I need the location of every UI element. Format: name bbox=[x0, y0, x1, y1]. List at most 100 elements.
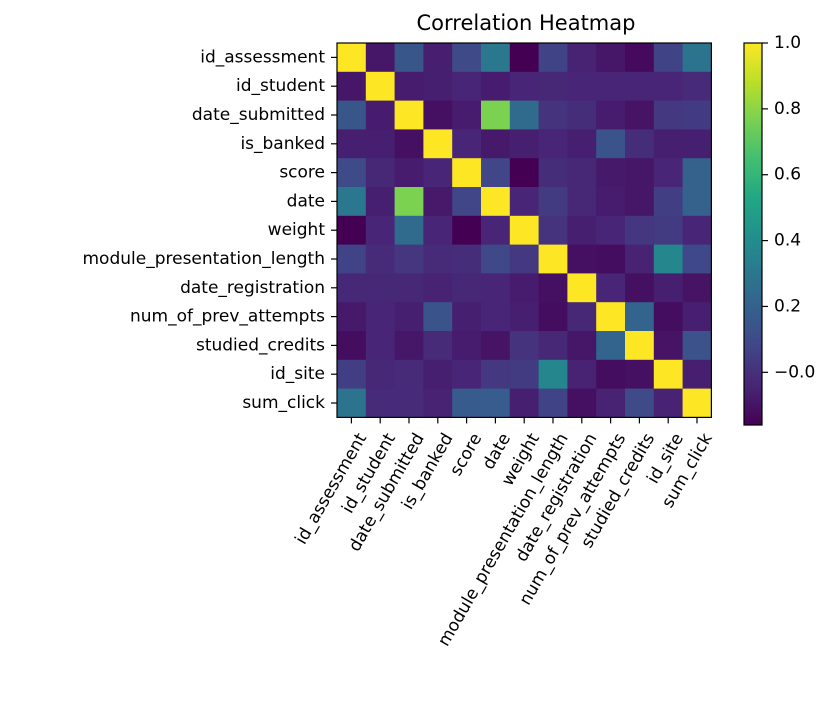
heatmap-cell-module_presentation_length-id_assessment bbox=[337, 244, 367, 274]
heatmap-cell-id_student-id_site bbox=[653, 71, 684, 102]
heatmap-cell-is_banked-date bbox=[481, 129, 511, 159]
heatmap-cell-num_of_prev_attempts-is_banked bbox=[423, 302, 453, 332]
heatmap-cell-date_registration-weight bbox=[509, 273, 540, 303]
heatmap-cell-module_presentation_length-module_presentation_length bbox=[538, 244, 568, 274]
heatmap-cell-weight-module_presentation_length bbox=[538, 215, 568, 246]
heatmap-cell-is_banked-date_submitted bbox=[394, 129, 424, 159]
y-tick-labels: id_assessment id_student date_submitted is_… bbox=[83, 47, 326, 413]
heatmap-cell-id_assessment-module_presentation_length bbox=[538, 43, 568, 73]
heatmap-cell-date-module_presentation_length bbox=[538, 187, 568, 217]
heatmap-cell-date_submitted-score bbox=[452, 100, 482, 130]
heatmap-cell-is_banked-weight bbox=[509, 129, 540, 159]
colorbar-tick-label: 0.4 bbox=[774, 231, 801, 251]
heatmap-cell-module_presentation_length-id_student bbox=[365, 244, 396, 274]
plot-frame bbox=[336, 42, 712, 418]
heatmap-cell-id_assessment-id_site bbox=[653, 43, 684, 73]
heatmap-cell-date_submitted-id_assessment bbox=[337, 100, 367, 130]
heatmap-cell-is_banked-id_assessment bbox=[337, 129, 367, 159]
heatmap-cell-score-date bbox=[481, 158, 511, 188]
heatmap-cell-studied_credits-id_site bbox=[653, 331, 684, 361]
heatmap-cell-id_site-date_submitted bbox=[394, 359, 424, 390]
heatmap-cell-num_of_prev_attempts-id_assessment bbox=[337, 302, 367, 332]
y-tick-label-date_registration: date_registration bbox=[180, 278, 325, 298]
heatmap-cell-id_assessment-studied_credits bbox=[625, 43, 655, 73]
heatmap-cell-date_registration-module_presentation_length bbox=[538, 273, 568, 303]
heatmap-cell-is_banked-is_banked bbox=[423, 129, 453, 159]
heatmap-cell-score-studied_credits bbox=[625, 158, 655, 188]
heatmap-cell-num_of_prev_attempts-score bbox=[452, 302, 482, 332]
heatmap-cell-date_submitted-studied_credits bbox=[625, 100, 655, 130]
heatmap-cell-id_student-date_registration bbox=[567, 71, 597, 102]
heatmap-cell-module_presentation_length-date_registration bbox=[567, 244, 597, 274]
heatmap-cell-score-sum_click bbox=[682, 158, 712, 188]
heatmap-cell-is_banked-date_registration bbox=[567, 129, 597, 159]
heatmap-cell-module_presentation_length-date bbox=[481, 244, 511, 274]
heatmap-cell-date_registration-date_submitted bbox=[394, 273, 424, 303]
heatmap-cell-score-num_of_prev_attempts bbox=[596, 158, 626, 188]
heatmap-cell-date_submitted-date_registration bbox=[567, 100, 597, 130]
heatmap-cell-weight-id_assessment bbox=[337, 215, 367, 246]
heatmap-cell-date-num_of_prev_attempts bbox=[596, 187, 626, 217]
y-tick-label-sum_click: sum_click bbox=[242, 393, 325, 413]
heatmap-cell-id_site-id_assessment bbox=[337, 359, 367, 390]
heatmap-cell-id_site-id_student bbox=[365, 359, 396, 390]
heatmap-cell-date_registration-num_of_prev_attempts bbox=[596, 273, 626, 303]
heatmap-cell-date_submitted-num_of_prev_attempts bbox=[596, 100, 626, 130]
heatmap-cell-date_registration-id_student bbox=[365, 273, 396, 303]
heatmap-cell-studied_credits-weight bbox=[509, 331, 540, 361]
heatmap-cell-studied_credits-date bbox=[481, 331, 511, 361]
heatmap-cell-sum_click-date bbox=[481, 388, 511, 418]
heatmap-cell-id_assessment-is_banked bbox=[423, 43, 453, 73]
heatmap-cell-sum_click-id_student bbox=[365, 388, 396, 418]
heatmap-cell-studied_credits-id_student bbox=[365, 331, 396, 361]
heatmap-cell-sum_click-date_registration bbox=[567, 388, 597, 418]
colorbar-tick-label: 0.6 bbox=[774, 165, 801, 185]
heatmap-cell-weight-date_submitted bbox=[394, 215, 424, 246]
heatmap-cell-num_of_prev_attempts-date bbox=[481, 302, 511, 332]
heatmap-cell-id_student-studied_credits bbox=[625, 71, 655, 102]
y-tick-label-score: score bbox=[279, 163, 325, 183]
heatmap-cell-weight-date_registration bbox=[567, 215, 597, 246]
heatmap-cell-id_assessment-date_registration bbox=[567, 43, 597, 73]
heatmap-cell-is_banked-id_site bbox=[653, 129, 684, 159]
heatmap-cell-num_of_prev_attempts-studied_credits bbox=[625, 302, 655, 332]
heatmap-cell-date_registration-sum_click bbox=[682, 273, 712, 303]
heatmap-cell-id_assessment-score bbox=[452, 43, 482, 73]
colorbar bbox=[743, 42, 763, 426]
heatmap-cell-date-score bbox=[452, 187, 482, 217]
heatmap-cell-module_presentation_length-is_banked bbox=[423, 244, 453, 274]
heatmap-cell-module_presentation_length-num_of_prev_attempts bbox=[596, 244, 626, 274]
heatmap-cell-studied_credits-module_presentation_length bbox=[538, 331, 568, 361]
heatmap-cell-num_of_prev_attempts-num_of_prev_attempts bbox=[596, 302, 626, 332]
heatmap-cell-date-id_assessment bbox=[337, 187, 367, 217]
heatmap-cell-id_student-date bbox=[481, 71, 511, 102]
heatmap-cell-sum_click-score bbox=[452, 388, 482, 418]
heatmap-cell-score-id_site bbox=[653, 158, 684, 188]
heatmap-cell-id_site-is_banked bbox=[423, 359, 453, 390]
heatmap-cell-weight-is_banked bbox=[423, 215, 453, 246]
heatmap-cell-id_site-studied_credits bbox=[625, 359, 655, 390]
heatmap-cell-date_submitted-id_student bbox=[365, 100, 396, 130]
heatmap-cell-weight-sum_click bbox=[682, 215, 712, 246]
heatmap-cell-score-date_registration bbox=[567, 158, 597, 188]
heatmap-cell-num_of_prev_attempts-id_site bbox=[653, 302, 684, 332]
heatmap-cell-date_registration-score bbox=[452, 273, 482, 303]
chart-title: Correlation Heatmap bbox=[417, 11, 636, 35]
heatmap-cell-studied_credits-sum_click bbox=[682, 331, 712, 361]
heatmap-cell-is_banked-score bbox=[452, 129, 482, 159]
heatmap-cell-sum_click-id_assessment bbox=[337, 388, 367, 418]
heatmap-cell-module_presentation_length-sum_click bbox=[682, 244, 712, 274]
heatmap-cell-id_assessment-id_student bbox=[365, 43, 396, 73]
heatmap-cell-id_assessment-weight bbox=[509, 43, 540, 73]
heatmap-cell-studied_credits-score bbox=[452, 331, 482, 361]
colorbar-tick-label: 0.2 bbox=[774, 296, 801, 316]
heatmap-cell-date_registration-studied_credits bbox=[625, 273, 655, 303]
heatmap-cell-weight-date bbox=[481, 215, 511, 246]
heatmap-cell-num_of_prev_attempts-id_student bbox=[365, 302, 396, 332]
heatmap-cell-is_banked-module_presentation_length bbox=[538, 129, 568, 159]
y-tick-label-module_presentation_length: module_presentation_length bbox=[83, 249, 326, 269]
heatmap-cell-date-date_submitted bbox=[394, 187, 424, 217]
heatmap-cell-sum_click-studied_credits bbox=[625, 388, 655, 418]
heatmap-cell-is_banked-studied_credits bbox=[625, 129, 655, 159]
